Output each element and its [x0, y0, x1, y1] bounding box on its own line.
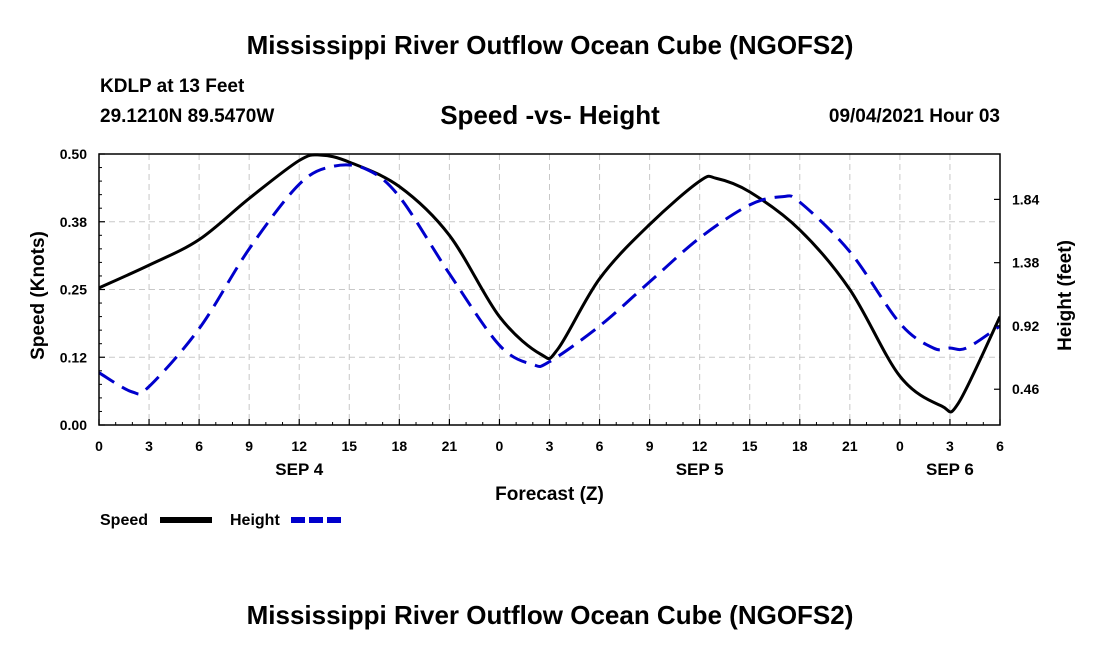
x-tick-label: 0 [95, 438, 103, 454]
x-tick-label: 9 [245, 438, 253, 454]
x-tick-label: 6 [596, 438, 604, 454]
x-tick-label: 12 [291, 438, 307, 454]
x-tick-label: 3 [546, 438, 554, 454]
x-tick-label: 6 [996, 438, 1004, 454]
station-coordinates: 29.1210N 89.5470W [100, 106, 275, 127]
x-tick-label: 18 [792, 438, 808, 454]
station-label: KDLP at 13 Feet [100, 76, 245, 97]
y-tick-label: 0.50 [60, 146, 87, 162]
x-tick-label: 9 [646, 438, 654, 454]
x-tick-label: 15 [742, 438, 758, 454]
x-tick-label: 12 [692, 438, 708, 454]
y2-tick-label: 0.92 [1012, 318, 1039, 334]
height-series-line [99, 163, 1000, 396]
y2-tick-label: 1.38 [1012, 255, 1039, 271]
x-tick-label: 0 [496, 438, 504, 454]
x-tick-label: 21 [442, 438, 458, 454]
date-label: SEP 6 [926, 460, 974, 479]
axis-labels: 0 3 6 9 12 15 18 21 0 3 6 9 12 15 18 21 0 3 6 0.00 0.12 0.25 0… [28, 146, 1076, 505]
x-tick-label: 0 [896, 438, 904, 454]
forecast-datetime: 09/04/2021 Hour 03 [828, 106, 1000, 127]
x-tick-label: 3 [946, 438, 954, 454]
x-tick-label: 6 [195, 438, 203, 454]
y-tick-label: 0.38 [60, 214, 87, 230]
y2-axis-title: Height (feet) [1055, 240, 1076, 351]
chart-subtitle: Speed -vs- Height [440, 100, 660, 130]
y-axis-title: Speed (Knots) [28, 231, 49, 360]
y-tick-label: 0.25 [60, 282, 87, 298]
x-tick-label: 18 [392, 438, 408, 454]
chart-title-top: Mississippi River Outflow Ocean Cube (NG… [246, 30, 854, 60]
x-tick-label: 3 [145, 438, 153, 454]
grid [99, 154, 1000, 425]
series-lines [99, 153, 1000, 414]
y2-tick-label: 1.84 [1012, 191, 1039, 207]
axis-ticks [98, 153, 1001, 426]
x-axis-title: Forecast (Z) [495, 484, 604, 505]
legend-label-height: Height [230, 512, 280, 529]
y-tick-label: 0.12 [60, 349, 87, 365]
x-tick-label: 21 [842, 438, 858, 454]
legend: Speed Height [100, 512, 343, 529]
date-label: SEP 5 [676, 460, 724, 479]
x-tick-label: 15 [341, 438, 357, 454]
legend-label-speed: Speed [100, 512, 148, 529]
y-tick-label: 0.00 [60, 417, 87, 433]
chart-title-bottom: Mississippi River Outflow Ocean Cube (NG… [246, 600, 854, 630]
y2-tick-label: 0.46 [1012, 381, 1039, 397]
date-label: SEP 4 [275, 460, 323, 479]
speed-series-line [99, 153, 1000, 414]
